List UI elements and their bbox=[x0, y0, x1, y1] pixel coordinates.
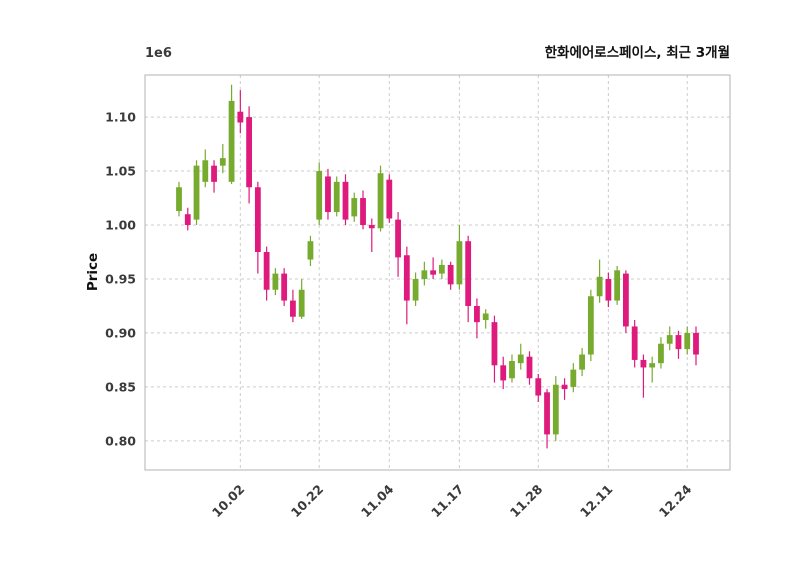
candle-body bbox=[176, 187, 182, 211]
candle-body bbox=[561, 384, 568, 390]
candle-body bbox=[438, 264, 445, 274]
candle-body bbox=[333, 181, 340, 213]
candle-body bbox=[307, 241, 314, 260]
candle-body bbox=[552, 384, 559, 435]
candle-body bbox=[526, 356, 533, 379]
y-tick-label: 1.10 bbox=[105, 110, 136, 125]
candle-body bbox=[500, 365, 507, 381]
candles bbox=[176, 84, 699, 449]
y-tick-label: 0.95 bbox=[105, 271, 136, 286]
x-tick-label: 11.17 bbox=[428, 482, 467, 521]
candle-body bbox=[351, 198, 358, 217]
candle-body bbox=[579, 354, 585, 370]
x-tick-label: 12.24 bbox=[656, 481, 695, 520]
candle-body bbox=[184, 214, 191, 226]
y-tick-labels: 0.80 0.85 0.90 0.95 1.00 1.05 1.10 bbox=[105, 110, 136, 449]
axis-offset-text: 1e6 bbox=[145, 46, 172, 61]
candle-body bbox=[254, 187, 261, 252]
candle-body bbox=[509, 360, 515, 379]
candle-body bbox=[666, 335, 673, 344]
candle-body bbox=[263, 251, 270, 290]
candle-body bbox=[272, 273, 279, 290]
candle-body bbox=[640, 359, 647, 368]
candle-body bbox=[605, 278, 612, 301]
plot-border bbox=[144, 74, 731, 471]
candle-body bbox=[219, 158, 226, 166]
candle-body bbox=[368, 225, 375, 229]
candle-body bbox=[482, 313, 489, 320]
candle-body bbox=[202, 160, 209, 182]
candle-body bbox=[456, 241, 463, 285]
candle-body bbox=[649, 363, 656, 368]
candle-body bbox=[211, 165, 217, 182]
candle-body bbox=[658, 343, 664, 364]
candle-body bbox=[246, 117, 253, 188]
y-tick-label: 1.05 bbox=[105, 164, 136, 179]
candle-body bbox=[596, 276, 603, 297]
y-tick-label: 0.80 bbox=[105, 433, 136, 448]
candle-body bbox=[544, 392, 550, 435]
candle-body bbox=[693, 332, 699, 355]
candle-body bbox=[316, 171, 323, 220]
x-tick-label: 12.11 bbox=[577, 482, 616, 521]
candle-body bbox=[675, 335, 682, 350]
candle-body bbox=[587, 296, 594, 355]
candle-body bbox=[465, 241, 472, 306]
candle-body bbox=[614, 270, 621, 301]
candle-body bbox=[281, 273, 288, 301]
x-tick-label: 11.28 bbox=[507, 482, 546, 521]
candle-body bbox=[622, 273, 629, 327]
candle-body bbox=[386, 179, 393, 219]
x-tick-label: 10.22 bbox=[288, 482, 327, 521]
candle-body bbox=[403, 255, 410, 301]
y-tick-label: 0.90 bbox=[105, 325, 136, 340]
candle-body bbox=[360, 198, 366, 226]
candle-body bbox=[517, 354, 524, 364]
candle-body bbox=[325, 176, 331, 213]
candle-body bbox=[290, 300, 296, 317]
y-tick-label: 1.00 bbox=[105, 218, 136, 233]
candle-body bbox=[684, 332, 691, 350]
candle-body bbox=[237, 111, 244, 123]
candle-body bbox=[298, 289, 305, 317]
candle-body bbox=[535, 378, 542, 396]
y-tick-label: 0.85 bbox=[105, 379, 136, 394]
candle-body bbox=[342, 181, 349, 220]
candle-body bbox=[412, 278, 419, 301]
candle-body bbox=[377, 173, 384, 229]
candle-body bbox=[228, 100, 235, 182]
candle-body bbox=[430, 270, 437, 275]
candle-body bbox=[491, 322, 498, 366]
candle-body bbox=[395, 219, 401, 258]
candle-body bbox=[193, 165, 200, 220]
candle-body bbox=[631, 326, 638, 360]
candle-body bbox=[447, 264, 454, 285]
candle-body bbox=[474, 305, 480, 323]
candle-body bbox=[421, 270, 428, 279]
x-tick-label: 10.02 bbox=[209, 482, 248, 521]
x-tick-label: 11.04 bbox=[358, 481, 397, 520]
y-axis-label: Price bbox=[85, 253, 101, 291]
chart-title: 한화에어로스페이스, 최근 3개월 bbox=[545, 44, 730, 61]
candle-body bbox=[570, 369, 577, 387]
x-tick-labels: 10.02 10.22 11.04 11.17 11.28 12.11 12.24 bbox=[209, 481, 695, 520]
